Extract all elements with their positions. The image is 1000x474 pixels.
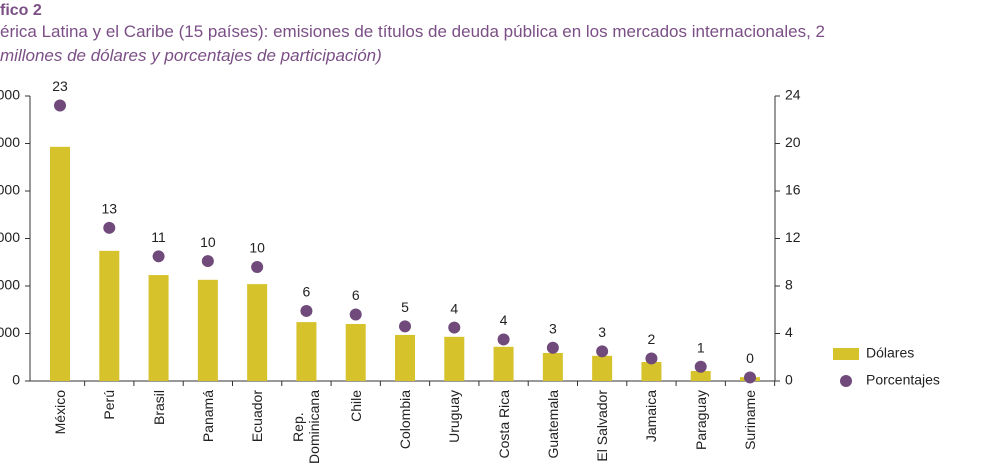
chart-subtitle: érica Latina y el Caribe (15 países): em… (0, 22, 825, 41)
chart-title: fico 2 (0, 2, 42, 19)
bar (197, 279, 218, 381)
x-tick-label: Suriname (742, 390, 758, 450)
y2-tick-label: 0 (785, 372, 793, 388)
y-tick-label: 000 (0, 134, 20, 150)
x-tick-label: México (52, 390, 68, 435)
y-tick-label: 000 (0, 182, 20, 198)
data-label: 4 (500, 312, 508, 328)
bar (641, 362, 662, 381)
dot (251, 261, 264, 273)
bar (296, 322, 317, 381)
data-label: 13 (101, 201, 117, 217)
legend-label: Dólares (866, 345, 914, 361)
data-label: 10 (200, 234, 216, 250)
bar (395, 334, 415, 381)
dot (152, 250, 165, 263)
y2-tick-label: 12 (785, 229, 801, 245)
data-label: 3 (549, 320, 557, 336)
bar (247, 284, 268, 381)
data-label: 2 (648, 331, 656, 347)
data-label: 3 (598, 324, 606, 340)
y-tick-label: 000 (0, 277, 20, 293)
x-tick-label: Panamá (199, 390, 216, 443)
x-tick-label: Jamaica (643, 390, 660, 443)
data-label: 5 (401, 299, 409, 315)
dot (300, 304, 313, 317)
x-tick-label: El Salvador (594, 390, 611, 462)
dot (546, 341, 559, 354)
dot (694, 360, 707, 373)
data-label: 10 (249, 240, 265, 256)
x-tick-label: Uruguay (446, 390, 463, 443)
data-label: 0 (746, 350, 754, 366)
y2-tick-label: 4 (785, 324, 793, 340)
dot (645, 352, 658, 365)
data-label: 11 (151, 229, 166, 245)
bar (444, 336, 465, 381)
y-tick-label: 000 (0, 324, 20, 340)
x-tick-label: Guatemala (544, 390, 561, 459)
unit-note: millones de dólares y porcentajes de par… (0, 46, 382, 65)
data-label: 1 (697, 339, 705, 355)
y-tick-label: 000 (0, 87, 20, 103)
bar (50, 146, 70, 381)
x-tick-label: Perú (101, 390, 118, 420)
legend-label: Porcentajes (866, 372, 940, 388)
dot (448, 321, 461, 334)
data-label: 6 (352, 287, 360, 303)
x-tick-label: Brasil (150, 390, 167, 426)
y2-tick-label: 20 (785, 134, 801, 150)
x-tick-label: Rep. Dominicana (290, 390, 323, 464)
bar (148, 275, 169, 381)
bar (690, 371, 711, 381)
dot (399, 320, 411, 333)
bar (99, 250, 120, 381)
y-tick-label: 000 (0, 229, 20, 245)
y-tick-label: 0 (12, 372, 20, 388)
y2-tick-label: 8 (785, 277, 793, 293)
dot (744, 371, 756, 384)
dot (497, 333, 510, 346)
bar (592, 355, 613, 381)
x-tick-label: Colombia (397, 390, 413, 450)
bar (345, 324, 366, 381)
data-label: 6 (303, 284, 311, 300)
bar (542, 352, 563, 381)
legend-swatch (833, 348, 859, 360)
y2-tick-label: 16 (785, 182, 801, 198)
dot (201, 255, 214, 268)
legend-swatch (840, 375, 852, 387)
data-label: 23 (52, 78, 68, 94)
x-tick-label: Chile (347, 390, 364, 422)
x-tick-label: Ecuador (249, 390, 266, 443)
x-tick-label: Paraguay (692, 390, 709, 450)
bar (493, 346, 514, 381)
dot (103, 221, 116, 234)
dot (349, 308, 362, 321)
data-label: 4 (450, 300, 458, 316)
dot (54, 99, 66, 112)
y2-tick-label: 24 (785, 87, 801, 103)
x-tick-label: Costa Rica (495, 390, 512, 459)
dot (596, 345, 609, 358)
